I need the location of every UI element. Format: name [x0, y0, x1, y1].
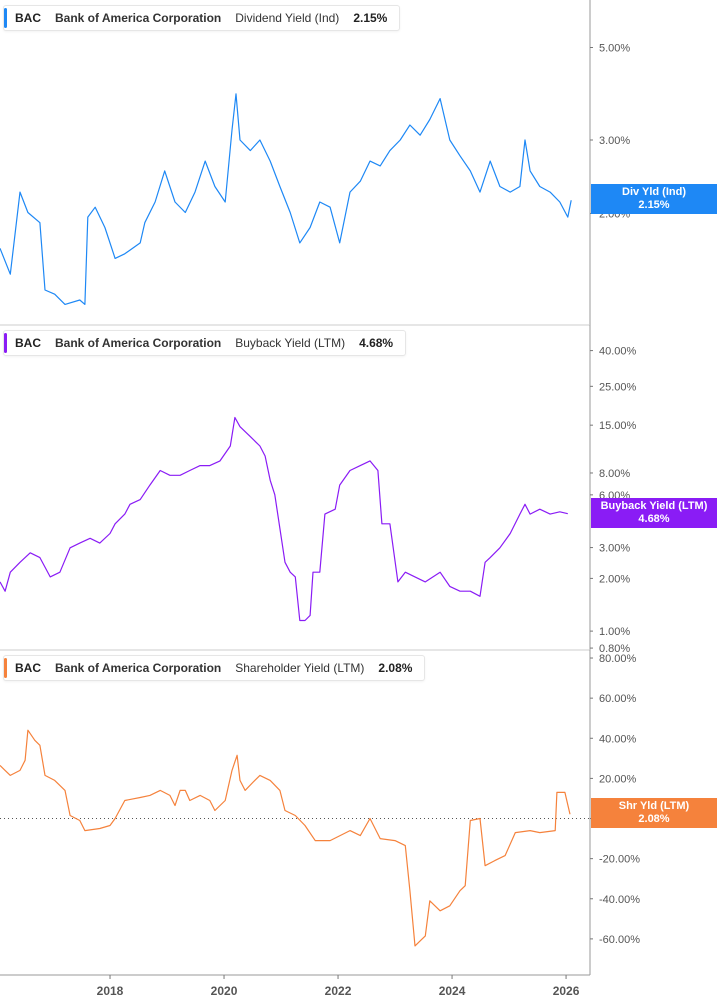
y-tick-label: 15.00%	[599, 420, 637, 432]
y-tick-label: 0.80%	[599, 643, 630, 655]
badge-value: 2.15%	[638, 199, 670, 212]
series-color-marker	[4, 8, 7, 28]
badge-label: Buyback Yield (LTM)	[600, 499, 708, 512]
y-tick-label: 20.00%	[599, 773, 637, 785]
series-line	[0, 93, 572, 305]
last-value-badge: Shr Yld (LTM) 2.08%	[591, 798, 717, 829]
x-tick-label: 2026	[553, 984, 580, 998]
company-name: Bank of America Corporation	[55, 11, 222, 25]
metric-value: 2.08%	[378, 661, 413, 675]
badge-value: 2.08%	[638, 813, 670, 826]
y-tick-label: 25.00%	[599, 381, 637, 393]
badge-label: Div Yld (Ind)	[622, 186, 686, 199]
badge-value: 4.68%	[638, 512, 670, 525]
metric-name: Shareholder Yield (LTM)	[235, 661, 365, 675]
last-value-badge: Div Yld (Ind) 2.15%	[591, 184, 717, 215]
y-tick-label: 2.00%	[599, 573, 630, 585]
y-tick-label: -40.00%	[599, 894, 640, 906]
series-color-marker	[4, 658, 7, 678]
metric-value: 2.15%	[353, 11, 388, 25]
x-tick-label: 2024	[439, 984, 466, 998]
company-name: Bank of America Corporation	[55, 661, 222, 675]
ticker: BAC	[15, 11, 41, 25]
ticker: BAC	[15, 336, 41, 350]
y-tick-label: 60.00%	[599, 693, 637, 705]
metric-value: 4.68%	[359, 336, 394, 350]
metric-name: Buyback Yield (LTM)	[235, 336, 346, 350]
panel-header-shareholder-yield: BAC Bank of America Corporation Sharehol…	[3, 655, 426, 681]
y-tick-label: -60.00%	[599, 934, 640, 946]
y-tick-label: 5.00%	[599, 43, 630, 55]
series-line	[0, 416, 568, 622]
metric-name: Dividend Yield (Ind)	[235, 11, 340, 25]
y-tick-label: 40.00%	[599, 346, 637, 358]
series-line	[0, 729, 571, 947]
x-tick-label: 2022	[325, 984, 352, 998]
panel-header-buyback-yield: BAC Bank of America Corporation Buyback …	[3, 330, 407, 356]
panel-header-dividend-yield: BAC Bank of America Corporation Dividend…	[3, 5, 401, 31]
y-tick-label: 80.00%	[599, 653, 637, 665]
company-name: Bank of America Corporation	[55, 336, 222, 350]
x-tick-label: 2020	[211, 984, 238, 998]
y-tick-label: 40.00%	[599, 733, 637, 745]
y-tick-label: 8.00%	[599, 468, 630, 480]
series-color-marker	[4, 333, 7, 353]
ticker: BAC	[15, 661, 41, 675]
y-tick-label: 3.00%	[599, 543, 630, 555]
last-value-badge: Buyback Yield (LTM) 4.68%	[591, 497, 717, 528]
y-tick-label: 3.00%	[599, 135, 630, 147]
y-tick-label: -20.00%	[599, 854, 640, 866]
badge-label: Shr Yld (LTM)	[618, 800, 690, 813]
x-tick-label: 2018	[97, 984, 124, 998]
y-tick-label: 1.00%	[599, 626, 630, 638]
